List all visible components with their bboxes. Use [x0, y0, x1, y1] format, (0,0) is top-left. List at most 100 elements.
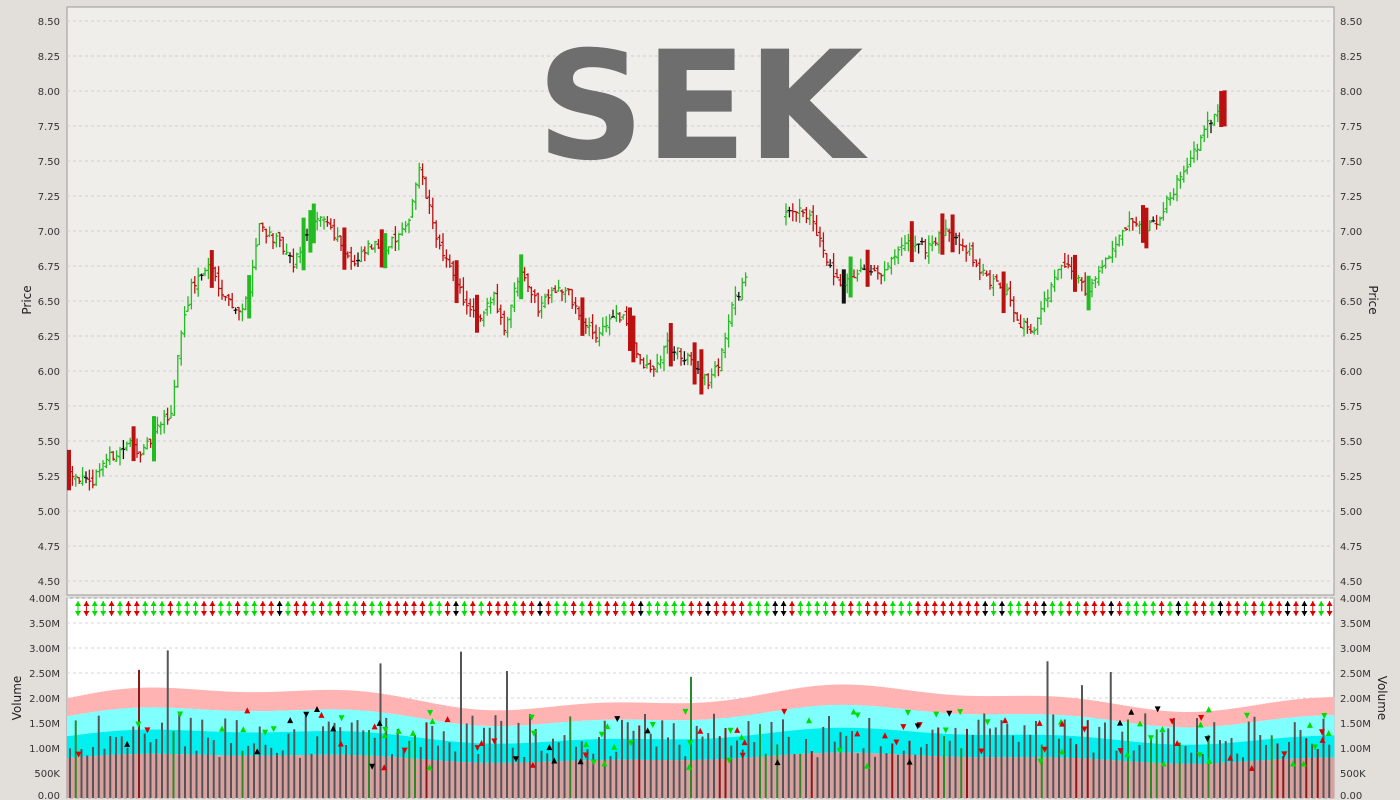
volume-band-inner: [1041, 734, 1045, 758]
volume-band-base: [77, 757, 81, 798]
signal-strip-down-marker: [394, 611, 401, 616]
volume-band-outer: [744, 697, 749, 716]
volume-band-mid: [1299, 716, 1304, 737]
volume-band-outer: [1265, 703, 1270, 721]
volume-band-base: [135, 753, 139, 798]
volume-band-mid: [693, 720, 698, 740]
volume-band-inner: [363, 732, 368, 756]
volume-band-inner: [1037, 734, 1042, 758]
price-tick-label: 5.00: [1340, 507, 1362, 518]
volume-tick-label: 2.00M: [1340, 694, 1371, 705]
volume-band-base: [1303, 758, 1308, 798]
signal-strip-up-marker: [864, 601, 871, 606]
volume-band-inner: [281, 731, 286, 756]
volume-band-outer: [717, 701, 722, 719]
signal-strip-down-marker: [847, 611, 854, 616]
volume-band-mid: [594, 720, 599, 740]
volume-band-outer: [1180, 711, 1185, 728]
volume-band-outer: [1047, 696, 1052, 715]
volume-band-mid: [472, 725, 477, 743]
volume-band-inner: [795, 729, 800, 755]
volume-band-inner: [635, 738, 640, 760]
signal-strip-down-marker: [730, 611, 737, 616]
signal-strip-up-marker: [268, 601, 275, 606]
volume-band-inner: [298, 731, 303, 756]
volume-band-inner: [765, 733, 769, 757]
volume-band-outer: [182, 688, 187, 709]
volume-band-outer: [1010, 695, 1015, 715]
signal-strip-up-marker: [537, 601, 543, 606]
volume-band-mid: [336, 709, 340, 732]
volume-band-mid: [1316, 715, 1321, 736]
volume-band-outer: [230, 691, 235, 711]
signal-strip-down-marker: [117, 611, 123, 616]
volume-band-base: [836, 752, 841, 798]
volume-band-outer: [1228, 708, 1233, 725]
signal-strip-down-marker: [402, 611, 409, 616]
volume-band-mid: [496, 726, 500, 744]
volume-band-inner: [754, 734, 759, 758]
signal-strip-down-marker: [167, 611, 174, 616]
volume-band-outer: [598, 702, 603, 720]
volume-band-outer: [1095, 701, 1100, 719]
volume-band-mid: [1180, 727, 1185, 745]
volume-marker: [369, 763, 376, 770]
left-volume-ticks: 0.00500K1.00M1.50M2.00M2.50M3.00M3.50M4.…: [29, 594, 60, 800]
volume-band-base: [571, 760, 575, 798]
volume-band-inner: [475, 743, 480, 763]
volume-marker: [984, 719, 991, 726]
signal-strip-down-marker: [1326, 611, 1333, 616]
volume-marker: [474, 745, 481, 752]
volume-band-base: [863, 752, 868, 798]
volume-band-mid: [857, 705, 861, 728]
volume-band-inner: [414, 737, 419, 759]
price-gap-body: [1144, 207, 1149, 249]
volume-band-inner: [622, 738, 626, 760]
volume-band-mid: [530, 724, 534, 743]
volume-band-outer: [196, 689, 201, 710]
volume-band-inner: [962, 734, 967, 758]
volume-band-mid: [1013, 714, 1018, 735]
volume-marker: [262, 729, 269, 736]
volume-band-inner: [697, 738, 701, 760]
volume-band-outer: [189, 689, 194, 709]
signal-strip-up-marker: [486, 601, 493, 606]
price-tick-label: 5.50: [38, 437, 60, 448]
volume-band-base: [697, 759, 701, 798]
volume-band-inner: [761, 733, 766, 757]
volume-band-outer: [1218, 710, 1222, 726]
volume-band-outer: [73, 696, 78, 715]
volume-band-mid: [639, 719, 643, 739]
volume-band-mid: [860, 705, 865, 729]
volume-band-inner: [175, 729, 180, 755]
volume-band-inner: [1054, 735, 1059, 758]
price-tick-label: 4.75: [38, 542, 60, 553]
volume-band-mid: [833, 705, 838, 728]
volume-band-mid: [1214, 726, 1219, 744]
volume-band-base: [979, 757, 984, 798]
price-gap-body: [301, 217, 306, 271]
volume-marker: [1319, 736, 1326, 743]
volume-band-outer: [1064, 697, 1069, 716]
volume-band-mid: [1116, 721, 1120, 740]
volume-band-inner: [959, 734, 964, 757]
signal-strip-down-marker: [133, 611, 140, 616]
signal-strip-down-marker: [1267, 611, 1274, 616]
volume-band-mid: [104, 710, 109, 732]
volume-band-mid: [1122, 722, 1127, 741]
volume-band-outer: [809, 686, 814, 707]
volume-band-inner: [543, 741, 548, 762]
volume-band-base: [605, 759, 609, 798]
volume-band-outer: [1041, 696, 1045, 715]
volume-band-inner: [1088, 737, 1093, 759]
signal-strip-down-marker: [889, 611, 896, 616]
volume-band-mid: [540, 723, 545, 743]
volume-band-mid: [128, 708, 133, 731]
volume-band-mid: [901, 709, 906, 731]
price-tick-label: 7.25: [38, 192, 60, 203]
volume-band-outer: [1007, 695, 1011, 715]
signal-strip-down-marker: [217, 611, 224, 616]
signal-strip-down-marker: [1057, 611, 1064, 616]
volume-band-mid: [846, 704, 851, 728]
volume-band-mid: [928, 711, 933, 733]
